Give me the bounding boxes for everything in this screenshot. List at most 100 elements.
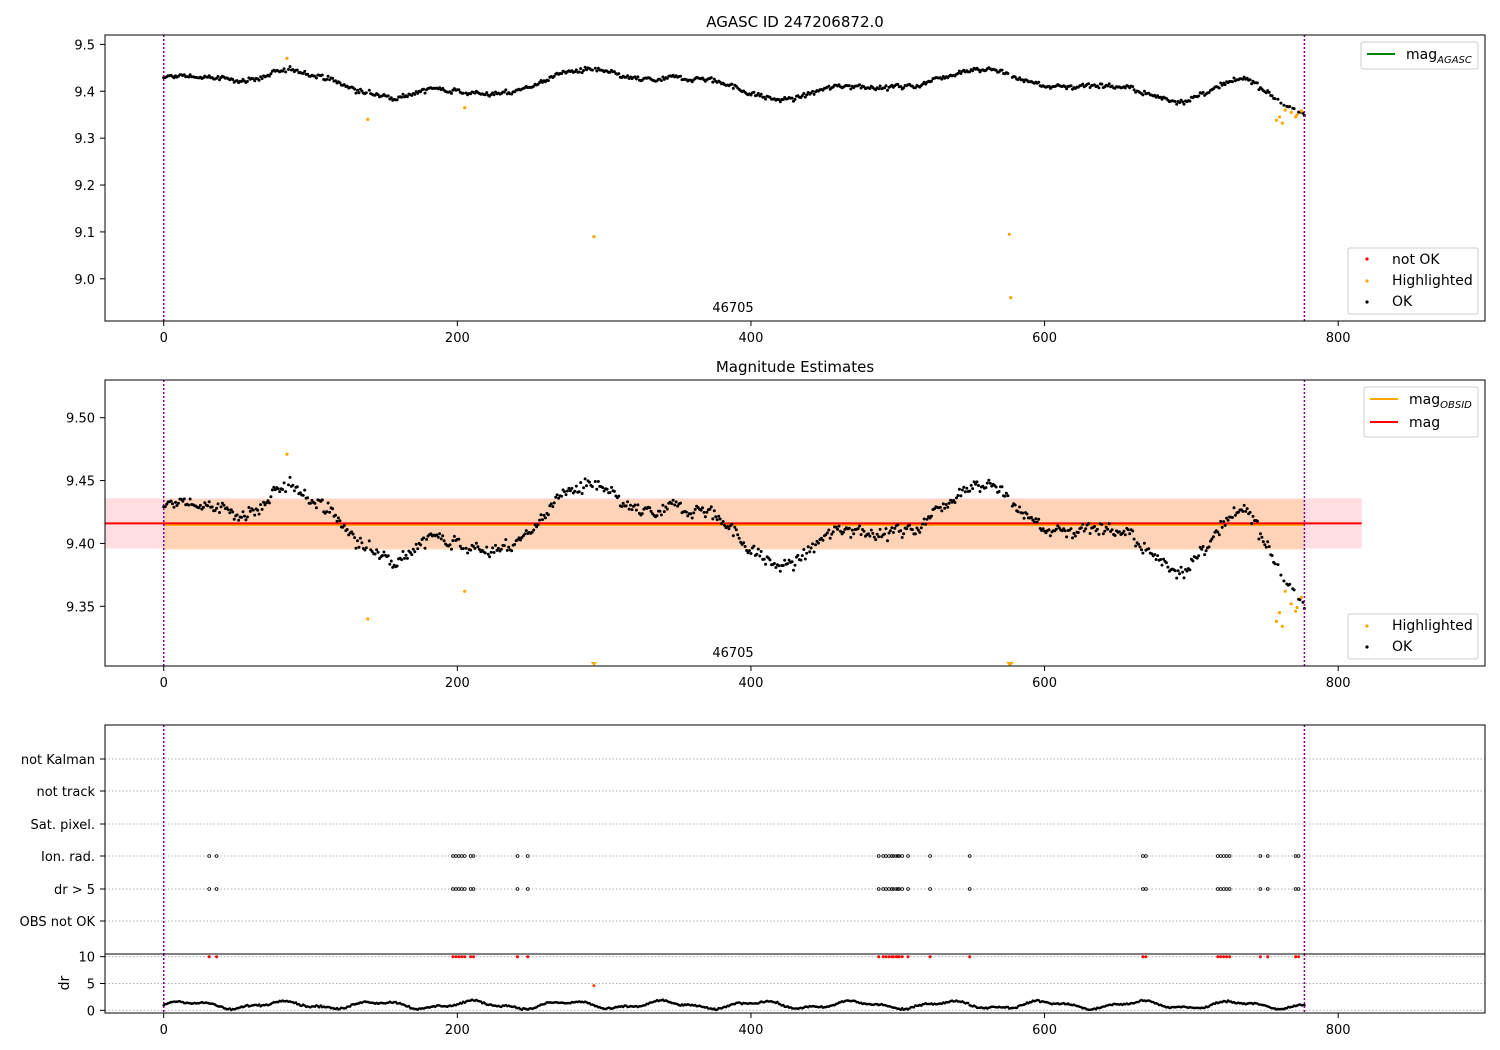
ok-point bbox=[244, 518, 248, 522]
ok-point bbox=[404, 553, 408, 557]
ok-point bbox=[971, 69, 975, 73]
y-tick-label: 9.2 bbox=[74, 179, 95, 194]
ok-point bbox=[634, 508, 638, 512]
ok-point bbox=[778, 569, 782, 573]
ok-point bbox=[930, 514, 933, 518]
ok-point bbox=[1069, 527, 1073, 531]
ok-point bbox=[171, 502, 174, 506]
ok-point bbox=[413, 550, 417, 554]
x-tick-label: 0 bbox=[160, 331, 168, 346]
ok-point bbox=[746, 551, 750, 555]
ok-point bbox=[389, 96, 393, 100]
ok-point bbox=[306, 496, 310, 500]
ok-point bbox=[364, 91, 368, 95]
dr-point bbox=[1303, 1003, 1306, 1007]
ok-point bbox=[758, 554, 762, 558]
ok-point bbox=[940, 77, 944, 81]
ok-point bbox=[745, 549, 749, 552]
magnitude-estimates-panel: Magnitude Estimates 46705 9.359.409.459.… bbox=[66, 358, 1486, 691]
ok-point bbox=[957, 487, 961, 491]
ok-point bbox=[448, 543, 452, 547]
ok-point bbox=[281, 488, 285, 491]
ok-point bbox=[295, 485, 299, 489]
panel2-y-ticks: 9.35 9.40 9.45 9.50 bbox=[66, 412, 105, 615]
ok-point bbox=[803, 95, 807, 99]
ok-point bbox=[974, 482, 978, 486]
ok-point bbox=[400, 95, 404, 99]
ok-point bbox=[442, 539, 446, 543]
ok-point bbox=[260, 507, 264, 511]
ok-point bbox=[1072, 532, 1076, 535]
dr-flag-point bbox=[895, 887, 900, 891]
ok-point bbox=[726, 525, 729, 528]
ok-point bbox=[388, 562, 392, 566]
ok-point bbox=[856, 527, 860, 531]
ok-point bbox=[574, 484, 578, 488]
ok-point bbox=[577, 490, 581, 494]
legend-mag-obsid-sub: OBSID bbox=[1440, 400, 1472, 411]
ok-point bbox=[783, 558, 787, 562]
ok-point bbox=[955, 496, 958, 500]
ok-point bbox=[174, 500, 177, 504]
ok-point bbox=[1292, 107, 1296, 111]
ok-point bbox=[232, 517, 236, 521]
ok-point bbox=[960, 488, 964, 492]
svg-text:magAGASC: magAGASC bbox=[1406, 47, 1472, 66]
ok-point bbox=[485, 545, 489, 549]
ok-point bbox=[284, 490, 288, 494]
dr-capped-point bbox=[460, 955, 464, 959]
ok-point bbox=[705, 510, 709, 514]
ok-point bbox=[1018, 505, 1022, 509]
ok-point bbox=[871, 531, 875, 535]
ok-point bbox=[1141, 93, 1145, 97]
ok-point bbox=[969, 483, 973, 487]
ok-point bbox=[661, 503, 665, 507]
ok-point bbox=[564, 493, 568, 497]
ok-point bbox=[803, 557, 807, 561]
flag-label: not track bbox=[36, 785, 95, 800]
ok-point bbox=[358, 536, 362, 540]
ok-point bbox=[395, 564, 399, 568]
ok-point bbox=[541, 518, 544, 522]
ok-point bbox=[648, 506, 652, 510]
y-tick-label: 9.40 bbox=[66, 537, 95, 552]
ok-point bbox=[334, 79, 337, 83]
ok-point bbox=[583, 65, 587, 69]
ok-point bbox=[899, 85, 903, 88]
highlighted-point bbox=[1277, 115, 1282, 119]
ok-point bbox=[852, 532, 856, 536]
ok-point bbox=[1034, 517, 1038, 521]
dr-x-tick-label: 200 bbox=[445, 1023, 470, 1038]
ok-point bbox=[1250, 82, 1254, 86]
ok-point bbox=[723, 523, 726, 527]
dr-flag-point bbox=[207, 887, 212, 891]
ok-point bbox=[984, 486, 988, 490]
ok-point bbox=[301, 493, 305, 497]
dr-capped-point bbox=[891, 955, 895, 959]
ok-point bbox=[947, 501, 951, 505]
ok-point bbox=[736, 533, 740, 537]
ok-point bbox=[331, 507, 335, 511]
ok-point bbox=[263, 503, 267, 507]
highlighted-point bbox=[1289, 602, 1293, 606]
x-tick-label: 200 bbox=[445, 676, 470, 691]
dr-capped-point bbox=[1294, 955, 1298, 959]
ok-point bbox=[739, 540, 743, 544]
ok-point bbox=[530, 530, 534, 534]
ok-point bbox=[1223, 523, 1227, 527]
ok-point bbox=[425, 537, 428, 541]
panel1-x-ticks: 0 200 400 600 800 bbox=[160, 321, 1351, 346]
ok-point bbox=[715, 518, 719, 522]
dr-capped-point bbox=[968, 955, 972, 959]
ok-point bbox=[1142, 541, 1146, 545]
ok-point bbox=[978, 490, 982, 493]
ok-point bbox=[712, 77, 716, 81]
ok-point bbox=[943, 506, 947, 510]
dr-x-tick-label: 0 bbox=[160, 1023, 168, 1038]
ok-point bbox=[555, 493, 559, 497]
ok-point bbox=[248, 509, 252, 513]
dr-capped-point bbox=[887, 955, 891, 959]
ok-point bbox=[968, 70, 972, 74]
dr-x-tick-label: 800 bbox=[1326, 1023, 1351, 1038]
legend2-highlighted-label: Highlighted bbox=[1392, 618, 1473, 634]
